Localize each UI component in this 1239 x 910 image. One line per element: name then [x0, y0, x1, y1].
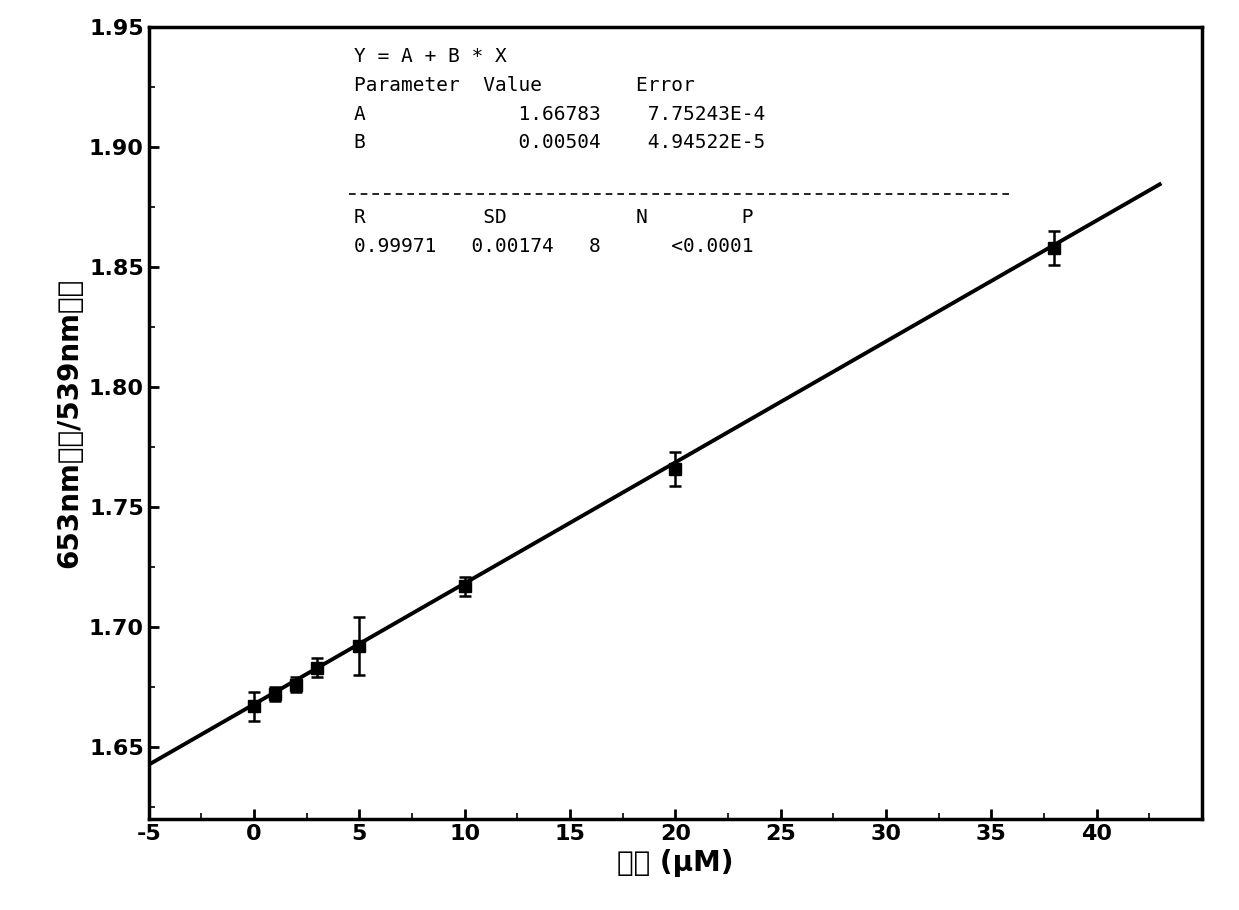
Text: R          SD           N        P
0.99971   0.00174   8      <0.0001: R SD N P 0.99971 0.00174 8 <0.0001 [354, 207, 753, 256]
X-axis label: 浓度 (μM): 浓度 (μM) [617, 849, 733, 877]
Text: Y = A + B * X
Parameter  Value        Error
A             1.66783    7.75243E-4
: Y = A + B * X Parameter Value Error A 1.… [354, 47, 766, 152]
Y-axis label: 653nm强度/539nm强度: 653nm强度/539nm强度 [56, 278, 83, 568]
